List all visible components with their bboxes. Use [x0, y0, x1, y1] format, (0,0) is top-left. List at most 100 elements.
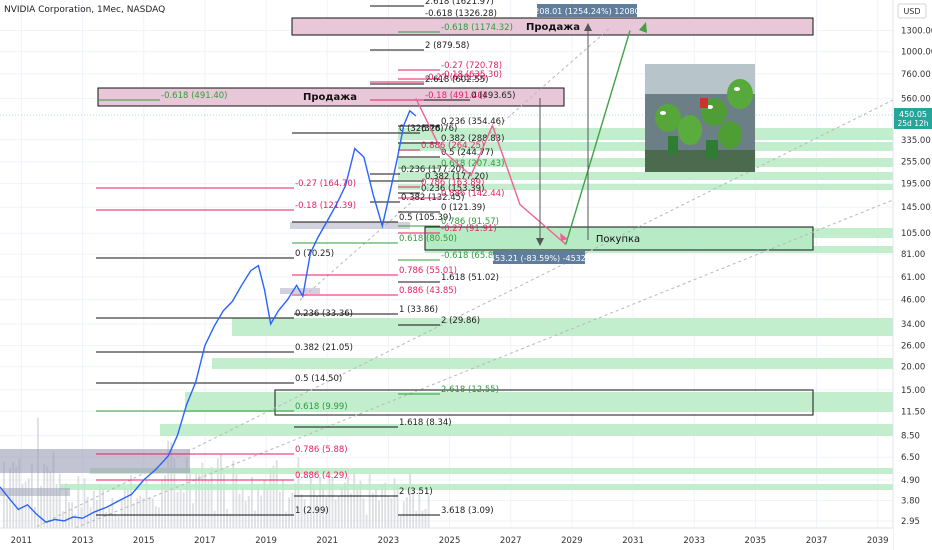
volume-bar [195, 473, 197, 528]
fib-label: -0.27 (164.70) [295, 179, 356, 189]
price-tick: 195.00 [901, 179, 931, 189]
fib-label: 0 (493.65) [471, 91, 515, 101]
time-axis-ticks: 2011 2013 2015 2017 2019 2021 2023 2025 2027 2029… [11, 536, 889, 546]
volume-bar [220, 453, 222, 528]
time-tick: 2025 [439, 536, 461, 546]
volume-bar [266, 487, 269, 528]
fib-levels: 2.618 (1621.97) -0.618 (1326.28) -0.618 (1… [96, 0, 515, 516]
price-tick: 61.00 [901, 273, 925, 283]
volume-bar [99, 483, 101, 528]
volume-bar [210, 467, 213, 528]
volume-bar [232, 460, 235, 528]
currency-label: USD [903, 7, 920, 16]
volume-bar [294, 483, 297, 528]
volume-bar [27, 478, 30, 528]
price-tick: 105.00 [901, 229, 931, 239]
price-axis-ticks: 1300.00 1000.00 760.00 560.00 335.00 255.00 19… [901, 27, 932, 527]
fib-label: 0.886 (142.44) [441, 189, 504, 199]
volume-bar [238, 493, 241, 528]
volume-bar [316, 495, 318, 528]
gray-zone [0, 449, 190, 473]
volume-bar [139, 495, 142, 528]
volume-bar [105, 511, 108, 528]
price-tick: 4.90 [901, 476, 920, 486]
fib-label: 0.382 (21.05) [295, 343, 353, 353]
time-tick: 2035 [745, 536, 767, 546]
fib-label: 0.236 (177.20) [401, 165, 464, 175]
volume-bar [198, 474, 201, 528]
fib-label: 0 (326.76) [399, 124, 443, 134]
price-tick: 1000.00 [901, 48, 932, 58]
fib-label: 1.618 (8.34) [399, 418, 452, 428]
price-tick: 255.00 [901, 158, 931, 168]
trend-line [9, 99, 894, 541]
measure-label-down: -453.21 (-83.59%) -45321 [487, 254, 591, 263]
trend-line [69, 199, 894, 531]
sell-zone [97, 87, 565, 107]
volume-bar [89, 507, 92, 528]
volume-bar [179, 489, 182, 528]
trend-line [299, 27, 611, 301]
volume-bar [269, 468, 272, 528]
price-tick: 8.50 [901, 432, 920, 442]
volume-bar [306, 512, 309, 528]
volume-bar [65, 483, 67, 528]
volume-bar [331, 478, 334, 528]
fib-label: 0.236 (354.46) [441, 117, 504, 127]
volume-bar [96, 499, 98, 528]
time-tick: 2019 [255, 536, 277, 546]
volume-bar [55, 483, 58, 528]
fib-label: 0.382 (177.20) [425, 172, 488, 182]
volume-bar [229, 513, 232, 528]
time-tick: 2027 [500, 536, 522, 546]
currency-box[interactable] [897, 3, 927, 19]
volume-bar [207, 480, 210, 528]
volume-bar [278, 491, 281, 528]
volume-bar [21, 483, 24, 528]
measure-label-up: 1208.01 (1254.24%) 120801 [529, 7, 645, 16]
green-zone [398, 184, 893, 190]
volume-bar [58, 473, 61, 528]
fib-label: -0.27 (720.78) [441, 61, 502, 71]
volume-bar [111, 497, 114, 528]
volume-bar [189, 467, 191, 528]
volume-bar [130, 475, 132, 528]
volume-bar [213, 510, 216, 528]
fib-label: 0.618 (9.99) [295, 402, 348, 412]
sell-zone-label: Продажа [303, 92, 357, 103]
volume-bar [322, 487, 325, 528]
volume-bar [365, 514, 368, 528]
volume-bar [356, 489, 359, 528]
price-tick: 2.95 [901, 517, 920, 527]
buy-zone-label: Покупка [596, 234, 640, 245]
volume-bar [340, 486, 343, 528]
fib-label: -0.618 (491.40) [161, 91, 227, 101]
fib-label: 1 (33.86) [399, 305, 438, 315]
price-tick: 20.00 [901, 363, 925, 373]
time-tick: 2031 [622, 536, 644, 546]
fib-label: 0.382 (288.83) [441, 134, 504, 144]
price-tick: 335.00 [901, 136, 931, 146]
fib-label: 2 (29.86) [441, 316, 480, 326]
price-tick: 46.00 [901, 296, 925, 306]
time-tick: 2039 [867, 536, 889, 546]
price-axis[interactable] [893, 0, 932, 550]
fib-label: 0.786 (55.01) [399, 266, 457, 276]
green-zone [185, 392, 893, 412]
fib-label: 0.5 (244.77) [441, 148, 494, 158]
volume-bar [309, 477, 312, 528]
fib-label: 2.618 (12.55) [441, 385, 499, 395]
time-tick: 2021 [316, 536, 338, 546]
fib-label: -0.618 (1174.32) [441, 23, 513, 33]
time-tick: 2011 [11, 536, 33, 546]
fib-label: 0.382 (132.45) [401, 193, 464, 203]
fib-label: 0.5 (105.39) [399, 213, 452, 223]
green-zone [160, 424, 893, 436]
volume-bar [350, 493, 352, 528]
fib-label: 0.618 (80.50) [399, 234, 457, 244]
volume-bar [204, 472, 207, 528]
volume-bar [142, 498, 145, 528]
time-axis[interactable] [0, 528, 893, 550]
fib-label: 0.886 (4.29) [295, 471, 348, 481]
